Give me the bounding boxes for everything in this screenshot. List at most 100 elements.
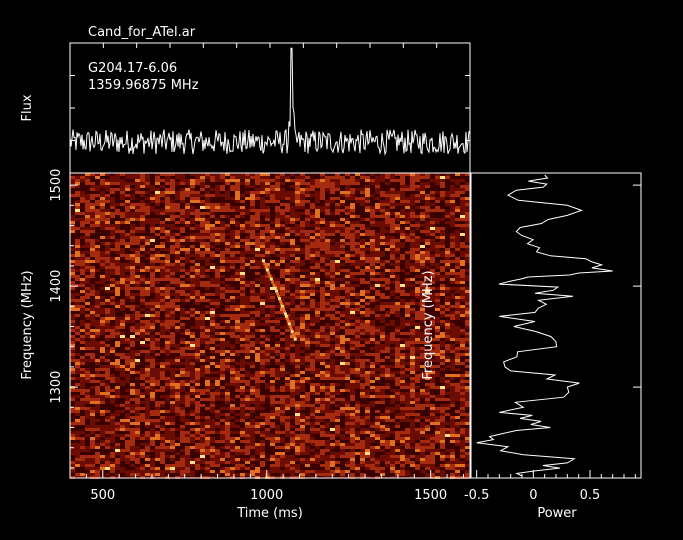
- heatmap-cell: [295, 173, 300, 176]
- heatmap-cell: [245, 173, 250, 176]
- heatmap-cell: [300, 272, 305, 275]
- heatmap-cell: [450, 266, 455, 269]
- heatmap-cell: [170, 179, 175, 182]
- heatmap-cell: [395, 227, 400, 230]
- heatmap-cell: [340, 308, 345, 311]
- heatmap-cell: [360, 380, 365, 383]
- heatmap-cell: [415, 398, 420, 401]
- heatmap-cell: [300, 188, 305, 191]
- heatmap-cell: [450, 227, 455, 230]
- heatmap-cell: [450, 257, 455, 260]
- heatmap-cell: [125, 206, 130, 209]
- heatmap-cell: [95, 305, 100, 308]
- heatmap-cell: [265, 260, 270, 263]
- heatmap-cell: [305, 332, 310, 335]
- heatmap-cell: [315, 332, 320, 335]
- heatmap-cell: [215, 272, 220, 275]
- heatmap-cell: [155, 287, 160, 290]
- heatmap-cell: [70, 254, 75, 257]
- heatmap-cell: [270, 215, 275, 218]
- heatmap-cell: [240, 374, 245, 377]
- heatmap-cell: [395, 410, 400, 413]
- heatmap-cell: [70, 392, 75, 395]
- heatmap-cell: [155, 347, 160, 350]
- heatmap-cell: [320, 377, 325, 380]
- heatmap-cell: [275, 320, 280, 323]
- heatmap-cell: [440, 353, 445, 356]
- heatmap-cell: [100, 215, 105, 218]
- heatmap-cell: [220, 377, 225, 380]
- heatmap-cell: [160, 266, 165, 269]
- heatmap-cell: [265, 326, 270, 329]
- heatmap-cell: [440, 266, 445, 269]
- heatmap-cell: [365, 287, 370, 290]
- heatmap-cell: [180, 302, 185, 305]
- heatmap-cell: [70, 344, 75, 347]
- heatmap-cell: [120, 377, 125, 380]
- heatmap-cell: [360, 278, 365, 281]
- heatmap-cell: [160, 311, 165, 314]
- heatmap-cell: [385, 356, 390, 359]
- heatmap-cell: [190, 428, 195, 431]
- heatmap-cell: [345, 347, 350, 350]
- heatmap-cell: [135, 431, 140, 434]
- heatmap-cell: [325, 383, 330, 386]
- heatmap-cell: [195, 290, 200, 293]
- heatmap-cell: [315, 341, 320, 344]
- heatmap-cell: [135, 275, 140, 278]
- heatmap-cell: [195, 203, 200, 206]
- heatmap-cell: [190, 272, 195, 275]
- heatmap-cell: [410, 392, 415, 395]
- heatmap-cell: [320, 323, 325, 326]
- heatmap-cell: [155, 284, 160, 287]
- heatmap-cell: [130, 428, 135, 431]
- heatmap-cell: [180, 230, 185, 233]
- heatmap-cell: [345, 287, 350, 290]
- heatmap-cell: [90, 329, 95, 332]
- heatmap-cell: [430, 227, 435, 230]
- heatmap-cell: [170, 413, 175, 416]
- heatmap-cell: [435, 236, 440, 239]
- heatmap-cell: [105, 239, 110, 242]
- heatmap-cell: [200, 377, 205, 380]
- heatmap-cell: [75, 296, 80, 299]
- heatmap-cell: [115, 419, 120, 422]
- heatmap-cell: [365, 209, 370, 212]
- heatmap-cell: [150, 308, 155, 311]
- heatmap-cell: [170, 329, 175, 332]
- heatmap-cell: [230, 323, 235, 326]
- heatmap-cell: [80, 425, 85, 428]
- heatmap-cell: [95, 422, 100, 425]
- heatmap-cell: [365, 362, 370, 365]
- heatmap-cell: [105, 398, 110, 401]
- heatmap-cell: [95, 266, 100, 269]
- heatmap-cell: [440, 176, 445, 179]
- heatmap-cell: [340, 296, 345, 299]
- heatmap-cell: [135, 398, 140, 401]
- heatmap-cell: [465, 197, 470, 200]
- heatmap-cell: [190, 242, 195, 245]
- heatmap-cell: [210, 203, 215, 206]
- heatmap-cell: [355, 308, 360, 311]
- heatmap-cell: [120, 359, 125, 362]
- heatmap-cell: [425, 320, 430, 323]
- heatmap-cell: [400, 341, 405, 344]
- heatmap-cell: [255, 437, 260, 440]
- heatmap-cell: [450, 176, 455, 179]
- heatmap-cell: [175, 374, 180, 377]
- heatmap-cell: [325, 239, 330, 242]
- heatmap-cell: [160, 359, 165, 362]
- heatmap-cell: [280, 203, 285, 206]
- heatmap-cell: [200, 209, 205, 212]
- heatmap-cell: [390, 260, 395, 263]
- heatmap-cell: [435, 206, 440, 209]
- heatmap-cell: [85, 188, 90, 191]
- heatmap-cell: [140, 347, 145, 350]
- heatmap-cell: [390, 314, 395, 317]
- heatmap-cell: [340, 329, 345, 332]
- heatmap-cell: [420, 440, 425, 443]
- heatmap-cell: [375, 383, 380, 386]
- heatmap-cell: [380, 425, 385, 428]
- heatmap-cell: [95, 209, 100, 212]
- heatmap-cell: [100, 371, 105, 374]
